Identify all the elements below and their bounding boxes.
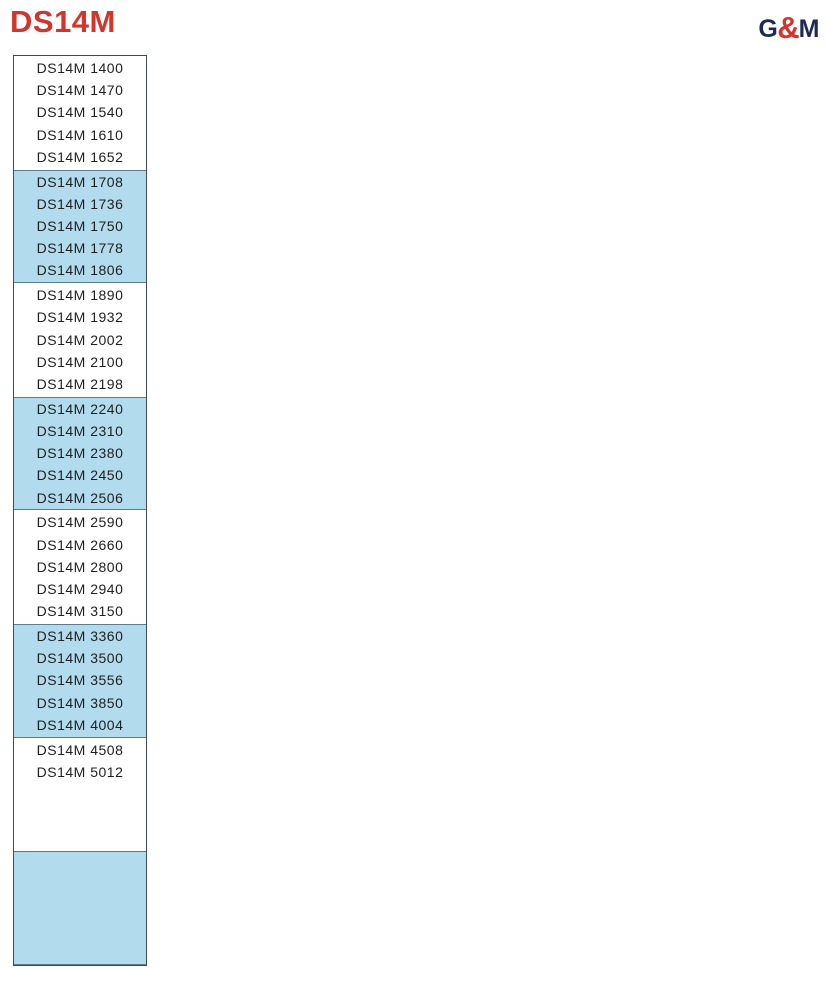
model-item-link[interactable]: DS14M 1750 xyxy=(36,217,124,234)
model-item-link[interactable]: DS14M 2310 xyxy=(36,422,124,439)
logo-letter-g: G xyxy=(758,15,779,43)
model-item-link[interactable]: DS14M 3500 xyxy=(36,650,124,667)
model-item-link[interactable]: DS14M 1470 xyxy=(36,82,124,99)
model-item-link[interactable]: DS14M 5012 xyxy=(36,763,124,780)
model-group-highlighted xyxy=(14,851,146,965)
model-list: DS14M 1400 DS14M 1470 DS14M 1540 DS14M 1610… xyxy=(13,55,147,966)
model-item-link[interactable]: DS14M 2506 xyxy=(36,489,124,506)
model-item-link[interactable]: DS14M 2380 xyxy=(36,445,124,462)
model-group: DS14M 2590 DS14M 2660 DS14M 2800 DS14M 2940… xyxy=(14,510,146,624)
model-item-link[interactable]: DS14M 1610 xyxy=(36,126,124,143)
model-item-link[interactable]: DS14M 4004 xyxy=(36,716,124,733)
gm-brand-logo: G&M xyxy=(758,12,820,48)
logo-letter-m: M xyxy=(798,15,820,43)
model-item-link[interactable]: DS14M 2450 xyxy=(36,467,124,484)
model-group: DS14M 4508 DS14M 5012 xyxy=(14,738,146,852)
model-item-link[interactable]: DS14M 2800 xyxy=(36,558,124,575)
model-item-link[interactable]: DS14M 1932 xyxy=(36,309,124,326)
model-item-link[interactable]: DS14M 2240 xyxy=(36,400,124,417)
model-item-link[interactable]: DS14M 3556 xyxy=(36,672,124,689)
model-item-link[interactable]: DS14M 1540 xyxy=(36,104,124,121)
model-item-link[interactable]: DS14M 1400 xyxy=(36,60,124,76)
model-item-link[interactable]: DS14M 3150 xyxy=(36,603,124,620)
model-item-link[interactable]: DS14M 1708 xyxy=(36,173,124,190)
model-item-link[interactable]: DS14M 2100 xyxy=(36,353,124,370)
model-item-link[interactable]: DS14M 2590 xyxy=(36,514,124,531)
model-group: DS14M 1400 DS14M 1470 DS14M 1540 DS14M 1610… xyxy=(14,56,146,170)
model-group-highlighted: DS14M 3360 DS14M 3500 DS14M 3556 DS14M 3850… xyxy=(14,623,146,738)
model-item-link[interactable]: DS14M 2660 xyxy=(36,536,124,553)
model-item-link[interactable]: DS14M 4508 xyxy=(36,741,124,758)
model-item-link[interactable]: DS14M 3850 xyxy=(36,694,124,711)
model-item-link[interactable]: DS14M 1778 xyxy=(36,240,124,257)
model-item-link[interactable]: DS14M 1652 xyxy=(36,148,124,165)
page-title: DS14M xyxy=(10,4,116,39)
model-item-link[interactable]: DS14M 1736 xyxy=(36,195,124,212)
model-item-link[interactable]: DS14M 2002 xyxy=(36,331,124,348)
model-item-link[interactable]: DS14M 1806 xyxy=(36,262,124,279)
logo-ampersand: & xyxy=(777,10,800,45)
model-item-link[interactable]: DS14M 3360 xyxy=(36,627,124,644)
model-group-highlighted: DS14M 2240 DS14M 2310 DS14M 2380 DS14M 2450… xyxy=(14,396,146,511)
model-item-link[interactable]: DS14M 1890 xyxy=(36,287,124,304)
model-group: DS14M 1890 DS14M 1932 DS14M 2002 DS14M 2100… xyxy=(14,283,146,397)
model-item-link[interactable]: DS14M 2198 xyxy=(36,375,124,392)
model-group-highlighted: DS14M 1708 DS14M 1736 DS14M 1750 DS14M 1778… xyxy=(14,169,146,284)
model-item-link[interactable]: DS14M 2940 xyxy=(36,580,124,597)
